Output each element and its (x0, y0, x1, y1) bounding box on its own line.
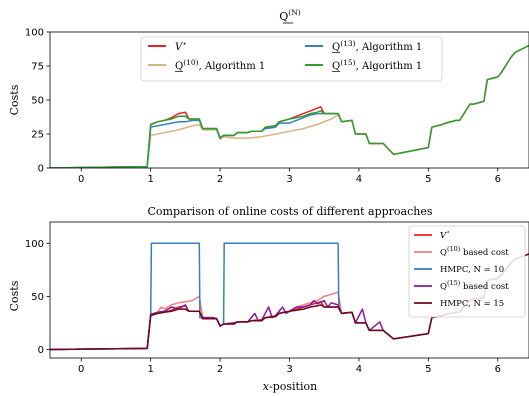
top-x-tick-label: 2 (217, 174, 223, 185)
bottom-axes: 0 1 2 3 4 5 6 0 50 100 (25, 221, 529, 375)
bottom-x-tick-label: 0 (78, 364, 84, 375)
top-legend: V⋆ Q(13), Algorithm 1 Q(10), Algorithm 1 Q(… (140, 36, 443, 82)
top-x-tick-label: 1 (147, 174, 153, 185)
bottom-legend-label: V⋆ (440, 228, 450, 241)
bottom-y-axis-label: Costs (8, 280, 21, 311)
bottom-x-tick-label: 2 (217, 364, 223, 375)
top-chart-title: Q(N) (279, 8, 301, 23)
top-legend-label: Q(10), Algorithm 1 (175, 58, 265, 72)
bottom-x-axis-label: x-position (263, 380, 317, 393)
top-x-tick-label: 6 (495, 174, 501, 185)
bottom-y-tick-label: 100 (25, 239, 44, 250)
bottom-legend-label: Q(10) based cost (440, 245, 509, 258)
bottom-x-tick-label: 6 (495, 364, 501, 375)
bottom-x-tick-label: 3 (286, 364, 292, 375)
bottom-y-tick-label: 0 (38, 345, 44, 356)
bottom-x-tick-label: 4 (356, 364, 362, 375)
top-title-sup: (N) (288, 8, 300, 17)
top-x-tick-label: 4 (356, 174, 362, 185)
bottom-chart-title: Comparison of online costs of different … (147, 205, 432, 218)
top-series-q-13-algorithm-1 (50, 112, 343, 168)
top-legend-label: Q(15), Algorithm 1 (332, 58, 422, 72)
top-y-tick-label: 0 (38, 164, 44, 175)
bottom-legend-label: HMPC, N = 10 (440, 265, 504, 275)
bottom-legend-label: Q(15) based cost (440, 279, 509, 292)
top-x-tick-label: 3 (286, 174, 292, 185)
top-axes: 0 1 2 3 4 5 6 0 25 50 75 100 (25, 28, 529, 185)
top-plot-area (50, 44, 529, 168)
bottom-series-q-10-based-cost (50, 291, 343, 351)
x-label-var: x (263, 380, 270, 393)
bottom-legend-box (408, 225, 526, 318)
top-legend-label: V⋆ (175, 39, 187, 53)
top-series-q-10-algorithm-1 (50, 114, 339, 168)
top-y-tick-label: 50 (31, 96, 44, 107)
top-y-axis-label: Costs (8, 84, 21, 115)
bottom-x-tick-label: 5 (425, 364, 431, 375)
top-series-q-15-algorithm-1 (50, 44, 529, 168)
bottom-legend: V⋆ Q(10) based cost HMPC, N = 10 Q(15) base… (408, 225, 526, 318)
top-y-tick-label: 25 (31, 130, 44, 141)
top-y-tick-label: 100 (25, 28, 44, 39)
top-y-tick-label: 75 (31, 62, 44, 73)
top-x-tick-label: 0 (78, 174, 84, 185)
top-title-base: Q (279, 10, 288, 23)
top-legend-box (140, 36, 443, 82)
bottom-y-tick-label: 50 (31, 292, 44, 303)
top-legend-label: Q(13), Algorithm 1 (332, 39, 422, 53)
x-label-rest: -position (269, 380, 317, 393)
top-x-tick-label: 5 (425, 174, 431, 185)
bottom-x-tick-label: 1 (147, 364, 153, 375)
bottom-legend-label: HMPC, N = 15 (440, 299, 504, 309)
